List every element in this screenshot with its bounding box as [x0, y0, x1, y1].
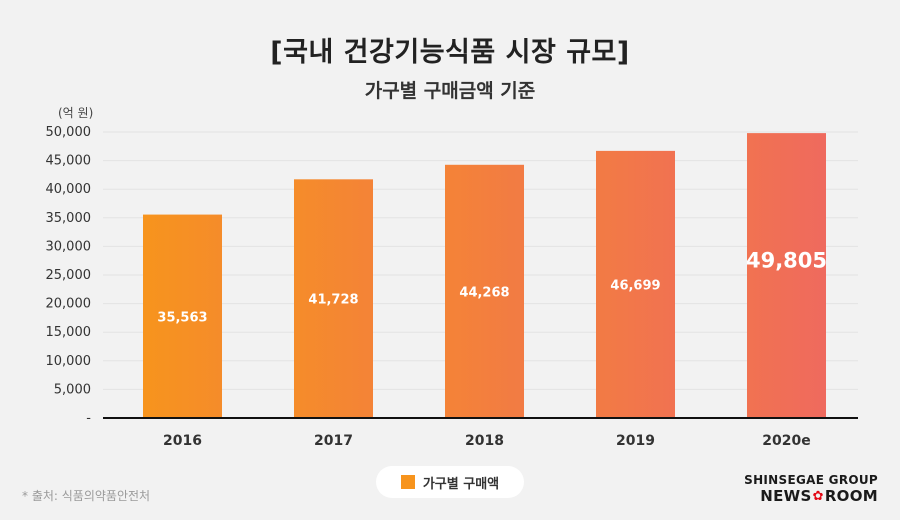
y-tick-label: 15,000 [46, 325, 92, 340]
y-tick-label: 40,000 [46, 182, 92, 197]
brand-top-text: SHINSEGAE GROUP [744, 473, 878, 487]
x-tick-label: 2018 [465, 433, 504, 449]
bar-value-label: 35,563 [157, 310, 207, 325]
y-tick-label: 25,000 [46, 268, 92, 283]
bar [445, 164, 524, 418]
bar-value-label: 44,268 [459, 285, 509, 300]
x-tick-label: 2017 [314, 433, 353, 449]
y-tick-label: - [86, 411, 91, 426]
source-note: * 출처: 식품의약품안전처 [22, 489, 151, 503]
brand-room-text: ROOM [824, 487, 878, 505]
y-axis-unit-label: (억 원) [58, 106, 94, 120]
y-tick-label: 20,000 [46, 297, 92, 312]
brand-news-text: NEWS [760, 487, 812, 505]
y-tick-label: 30,000 [46, 239, 92, 254]
legend-label: 가구별 구매액 [422, 476, 500, 492]
brand-logo: SHINSEGAE GROUP NEWS ✿ ROOM [744, 473, 878, 505]
x-tick-label: 2020e [762, 433, 810, 449]
chart-subtitle: 가구별 구매금액 기준 [364, 80, 536, 102]
y-tick-label: 10,000 [46, 354, 92, 369]
bar [747, 133, 826, 418]
bar-value-label: 46,699 [610, 278, 660, 293]
bar-value-label: 49,805 [746, 249, 827, 273]
bar [143, 214, 222, 418]
bar [596, 150, 675, 418]
bar-value-label: 41,728 [308, 293, 358, 308]
flower-icon: ✿ [812, 488, 824, 504]
x-tick-label: 2016 [163, 433, 202, 449]
x-tick-label: 2019 [616, 433, 655, 449]
y-tick-label: 5,000 [54, 382, 91, 397]
y-tick-label: 45,000 [46, 154, 92, 169]
brand-bottom-text: NEWS ✿ ROOM [744, 487, 878, 505]
y-tick-label: 50,000 [46, 125, 92, 140]
legend: 가구별 구매액 [376, 466, 524, 498]
bar [294, 179, 373, 418]
chart-title: [국내 건강기능식품 시장 규모] [270, 37, 630, 68]
y-tick-label: 35,000 [46, 211, 92, 226]
legend-swatch [400, 475, 415, 489]
